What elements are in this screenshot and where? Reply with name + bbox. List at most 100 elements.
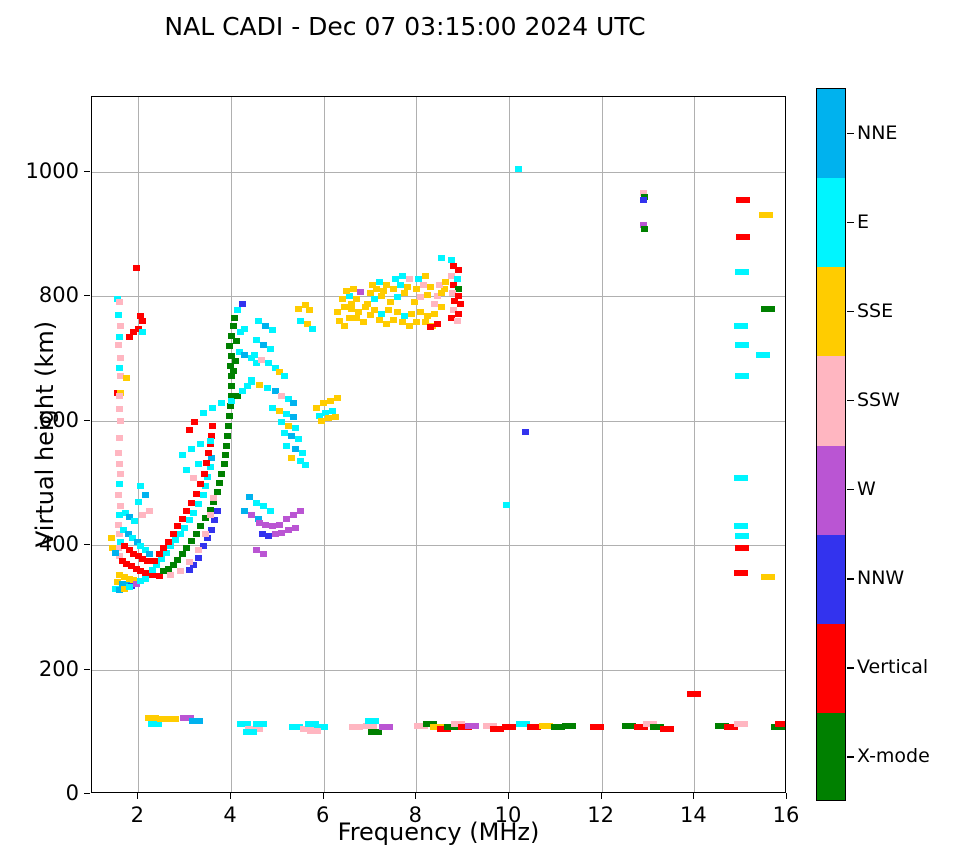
ionogram-echo-point xyxy=(290,400,298,407)
ionogram-echo-point xyxy=(208,422,216,429)
ionogram-echo-point xyxy=(116,461,124,468)
y-axis-tick-label: 600 xyxy=(38,407,79,432)
ionogram-echo-point xyxy=(224,422,232,429)
ionogram-echo-point xyxy=(220,461,228,468)
ionogram-echo-point xyxy=(116,392,124,399)
ionogram-echo-point xyxy=(137,578,145,585)
ionogram-echo-point xyxy=(242,728,257,735)
ionogram-echo-point xyxy=(394,308,402,315)
ionogram-echo-point xyxy=(290,414,298,421)
ionogram-echo-point xyxy=(197,441,205,448)
x-axis-tick xyxy=(600,793,602,799)
ionogram-echo-point xyxy=(162,549,170,556)
ionogram-echo-point xyxy=(314,723,329,730)
gridline-horizontal xyxy=(92,171,785,173)
colorbar-segment-nnw[interactable] xyxy=(817,534,845,625)
y-axis-tick-label: 1000 xyxy=(25,158,79,183)
ionogram-echo-point xyxy=(389,285,397,292)
ionogram-echo-point xyxy=(292,445,300,452)
ionogram-echo-point xyxy=(515,721,530,728)
ionogram-echo-point xyxy=(233,337,241,344)
ionogram-echo-point xyxy=(371,296,379,303)
ionogram-echo-point xyxy=(380,288,388,295)
ionogram-echo-point xyxy=(134,553,142,560)
ionogram-echo-point xyxy=(276,522,284,529)
ionogram-echo-point xyxy=(151,557,159,564)
ionogram-echo-point xyxy=(483,722,498,729)
ionogram-echo-point xyxy=(188,499,196,506)
ionogram-echo-point xyxy=(185,517,193,524)
colorbar[interactable] xyxy=(816,88,846,801)
ionogram-echo-point xyxy=(208,432,216,439)
ionogram-echo-point xyxy=(659,725,674,732)
ionogram-echo-point xyxy=(153,561,161,568)
ionogram-echo-point xyxy=(454,293,462,300)
ionogram-echo-point xyxy=(775,721,785,728)
ionogram-echo-point xyxy=(241,352,249,359)
x-axis-tick xyxy=(508,793,509,799)
ionogram-echo-point xyxy=(417,308,425,315)
ionogram-echo-point xyxy=(306,306,314,313)
ionogram-echo-point xyxy=(320,400,328,407)
x-axis-tick xyxy=(786,793,787,799)
ionogram-echo-point xyxy=(259,551,267,558)
gridline-vertical xyxy=(231,97,232,792)
ionogram-echo-point xyxy=(640,225,648,232)
ionogram-echo-point xyxy=(431,310,439,317)
colorbar-tick xyxy=(847,221,854,224)
colorbar-segment-vertical[interactable] xyxy=(817,623,845,714)
ionogram-echo-point xyxy=(438,254,446,261)
ionogram-echo-point xyxy=(734,532,749,539)
ionogram-echo-point xyxy=(733,721,748,728)
x-axis-tick-label: 8 xyxy=(408,803,423,827)
ionogram-echo-point xyxy=(341,304,349,311)
ionogram-echo-point xyxy=(252,499,260,506)
ionogram-echo-point xyxy=(255,318,263,325)
colorbar-segment-sse[interactable] xyxy=(817,267,845,357)
ionogram-echo-point xyxy=(191,418,199,425)
ionogram-echo-point xyxy=(183,467,191,474)
colorbar-segment-x-mode[interactable] xyxy=(817,712,845,800)
ionogram-echo-point xyxy=(341,323,349,329)
ionogram-echo-point xyxy=(195,554,203,561)
ionogram-echo-point xyxy=(396,281,404,288)
ionogram-echo-point xyxy=(327,397,335,404)
ionogram-echo-point xyxy=(375,316,383,323)
ionogram-echo-point xyxy=(202,482,210,489)
ionogram-echo-point xyxy=(185,566,193,573)
ionogram-echo-point xyxy=(116,406,124,413)
colorbar-segment-e[interactable] xyxy=(817,178,845,268)
x-axis-tick-label: 4 xyxy=(223,803,237,827)
ionogram-echo-point xyxy=(225,342,233,349)
gridline-horizontal xyxy=(92,545,785,547)
ionogram-echo-point xyxy=(115,449,123,456)
ionogram-echo-point xyxy=(634,723,649,730)
colorbar-label-vertical: Vertical xyxy=(857,656,929,679)
ionogram-echo-point xyxy=(359,319,367,326)
ionogram-echo-point xyxy=(234,392,242,399)
colorbar-segment-nne[interactable] xyxy=(817,89,845,179)
ionogram-echo-point xyxy=(252,336,260,343)
ionogram-echo-point xyxy=(179,715,194,722)
ionogram-echo-point xyxy=(278,418,286,425)
ionogram-echo-point xyxy=(449,281,457,288)
ionogram-echo-point xyxy=(403,283,411,290)
ionogram-echo-point xyxy=(115,341,123,348)
ionogram-echo-point xyxy=(622,722,637,729)
ionogram-plot-area[interactable] xyxy=(91,96,786,793)
colorbar-tick xyxy=(847,310,854,313)
ionogram-echo-point xyxy=(256,381,264,388)
ionogram-echo-point xyxy=(111,549,119,556)
y-axis-tick xyxy=(84,170,90,172)
colorbar-segment-ssw[interactable] xyxy=(817,356,845,447)
colorbar-segment-w[interactable] xyxy=(817,445,845,536)
ionogram-echo-point xyxy=(113,579,121,586)
ionogram-echo-point xyxy=(367,728,382,735)
ionogram-echo-point xyxy=(137,482,145,489)
ionogram-echo-point xyxy=(164,538,172,545)
ionogram-echo-point xyxy=(503,501,511,508)
colorbar-label-sse: SSE xyxy=(857,299,894,322)
ionogram-echo-point xyxy=(117,355,125,362)
ionogram-echo-point xyxy=(160,545,168,552)
ionogram-echo-point xyxy=(590,723,605,730)
